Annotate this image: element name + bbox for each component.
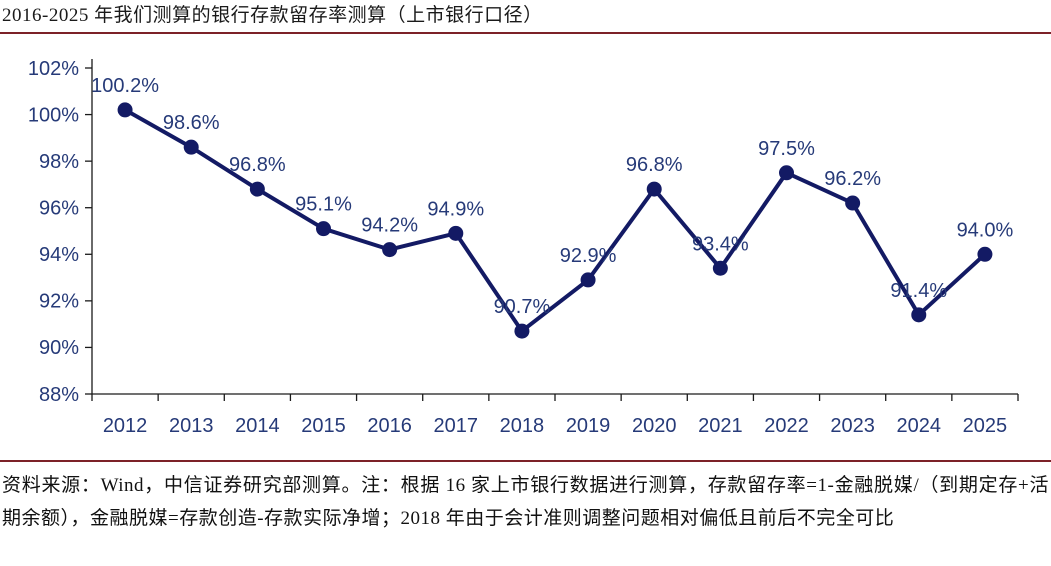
line-chart-canvas: 88% 90% 92% 94% 96% 98% 100% 102% 2012 2013 2014 20…: [28, 58, 1019, 437]
data-point: [779, 165, 794, 181]
chart-title: 2016-2025 年我们测算的银行存款留存率测算（上市银行口径）: [2, 5, 543, 26]
data-point-label: 91.4%: [890, 280, 947, 302]
x-tick-label: 2019: [566, 415, 611, 437]
x-tick-label: 2020: [632, 415, 677, 437]
report-figure: 2016-2025 年我们测算的银行存款留存率测算（上市银行口径） 88% 90%…: [0, 4, 1051, 535]
y-tick-label: 94%: [39, 244, 79, 266]
y-tick-label: 90%: [39, 337, 79, 359]
data-point: [646, 181, 662, 197]
y-tick-label: 92%: [39, 291, 79, 313]
data-point-label: 100.2%: [91, 75, 159, 97]
x-tick-label: 2015: [301, 415, 346, 437]
data-point-label: 94.9%: [427, 198, 484, 220]
line-chart: 88% 90% 92% 94% 96% 98% 100% 102% 2012 2013 2014 20…: [0, 46, 1051, 446]
x-tick-label: 2022: [764, 415, 809, 437]
data-point: [183, 139, 199, 155]
data-point: [117, 102, 133, 118]
data-point-label: 95.1%: [295, 194, 352, 216]
y-tick-label: 102%: [28, 58, 79, 80]
data-point: [712, 260, 728, 276]
y-tick-label: 88%: [39, 384, 79, 406]
x-tick-label: 2013: [169, 415, 214, 437]
data-point-label: 94.0%: [957, 219, 1014, 241]
y-tick-label: 100%: [28, 104, 79, 126]
x-tick-label: 2017: [434, 415, 479, 437]
data-point-label: 97.5%: [758, 138, 815, 160]
title-rule: [0, 32, 1051, 34]
data-point-label: 92.9%: [560, 245, 617, 267]
data-point: [249, 181, 265, 197]
data-point: [448, 225, 464, 241]
x-tick-label: 2012: [103, 415, 148, 437]
source-note: 资料来源：Wind，中信证券研究部测算。注：根据 16 家上市银行数据进行测算，…: [2, 475, 1049, 529]
data-point: [382, 242, 398, 258]
footer-rule: [0, 460, 1051, 462]
x-tick-label: 2024: [897, 415, 942, 437]
data-point: [316, 221, 331, 237]
data-line: [123, 107, 987, 334]
data-point: [911, 307, 927, 323]
data-point: [977, 246, 993, 262]
data-point-label: 94.2%: [361, 215, 418, 237]
x-tick-label: 2023: [830, 415, 875, 437]
data-point-label: 96.2%: [824, 168, 881, 190]
y-tick-label: 98%: [39, 151, 79, 173]
data-point-label: 98.6%: [163, 112, 220, 134]
x-tick-label: 2021: [698, 415, 743, 437]
y-tick-label: 96%: [39, 198, 79, 220]
x-tick-label: 2018: [500, 415, 545, 437]
x-tick-label: 2025: [963, 415, 1008, 437]
data-point-label: 93.4%: [692, 233, 749, 255]
data-point: [514, 323, 530, 339]
data-point-label: 96.8%: [626, 154, 683, 176]
x-tick-label: 2016: [367, 415, 412, 437]
data-point: [580, 272, 596, 288]
data-point: [845, 195, 861, 211]
data-point-label: 96.8%: [229, 154, 286, 176]
data-point-label: 90.7%: [494, 296, 551, 318]
x-tick-label: 2014: [235, 415, 280, 437]
